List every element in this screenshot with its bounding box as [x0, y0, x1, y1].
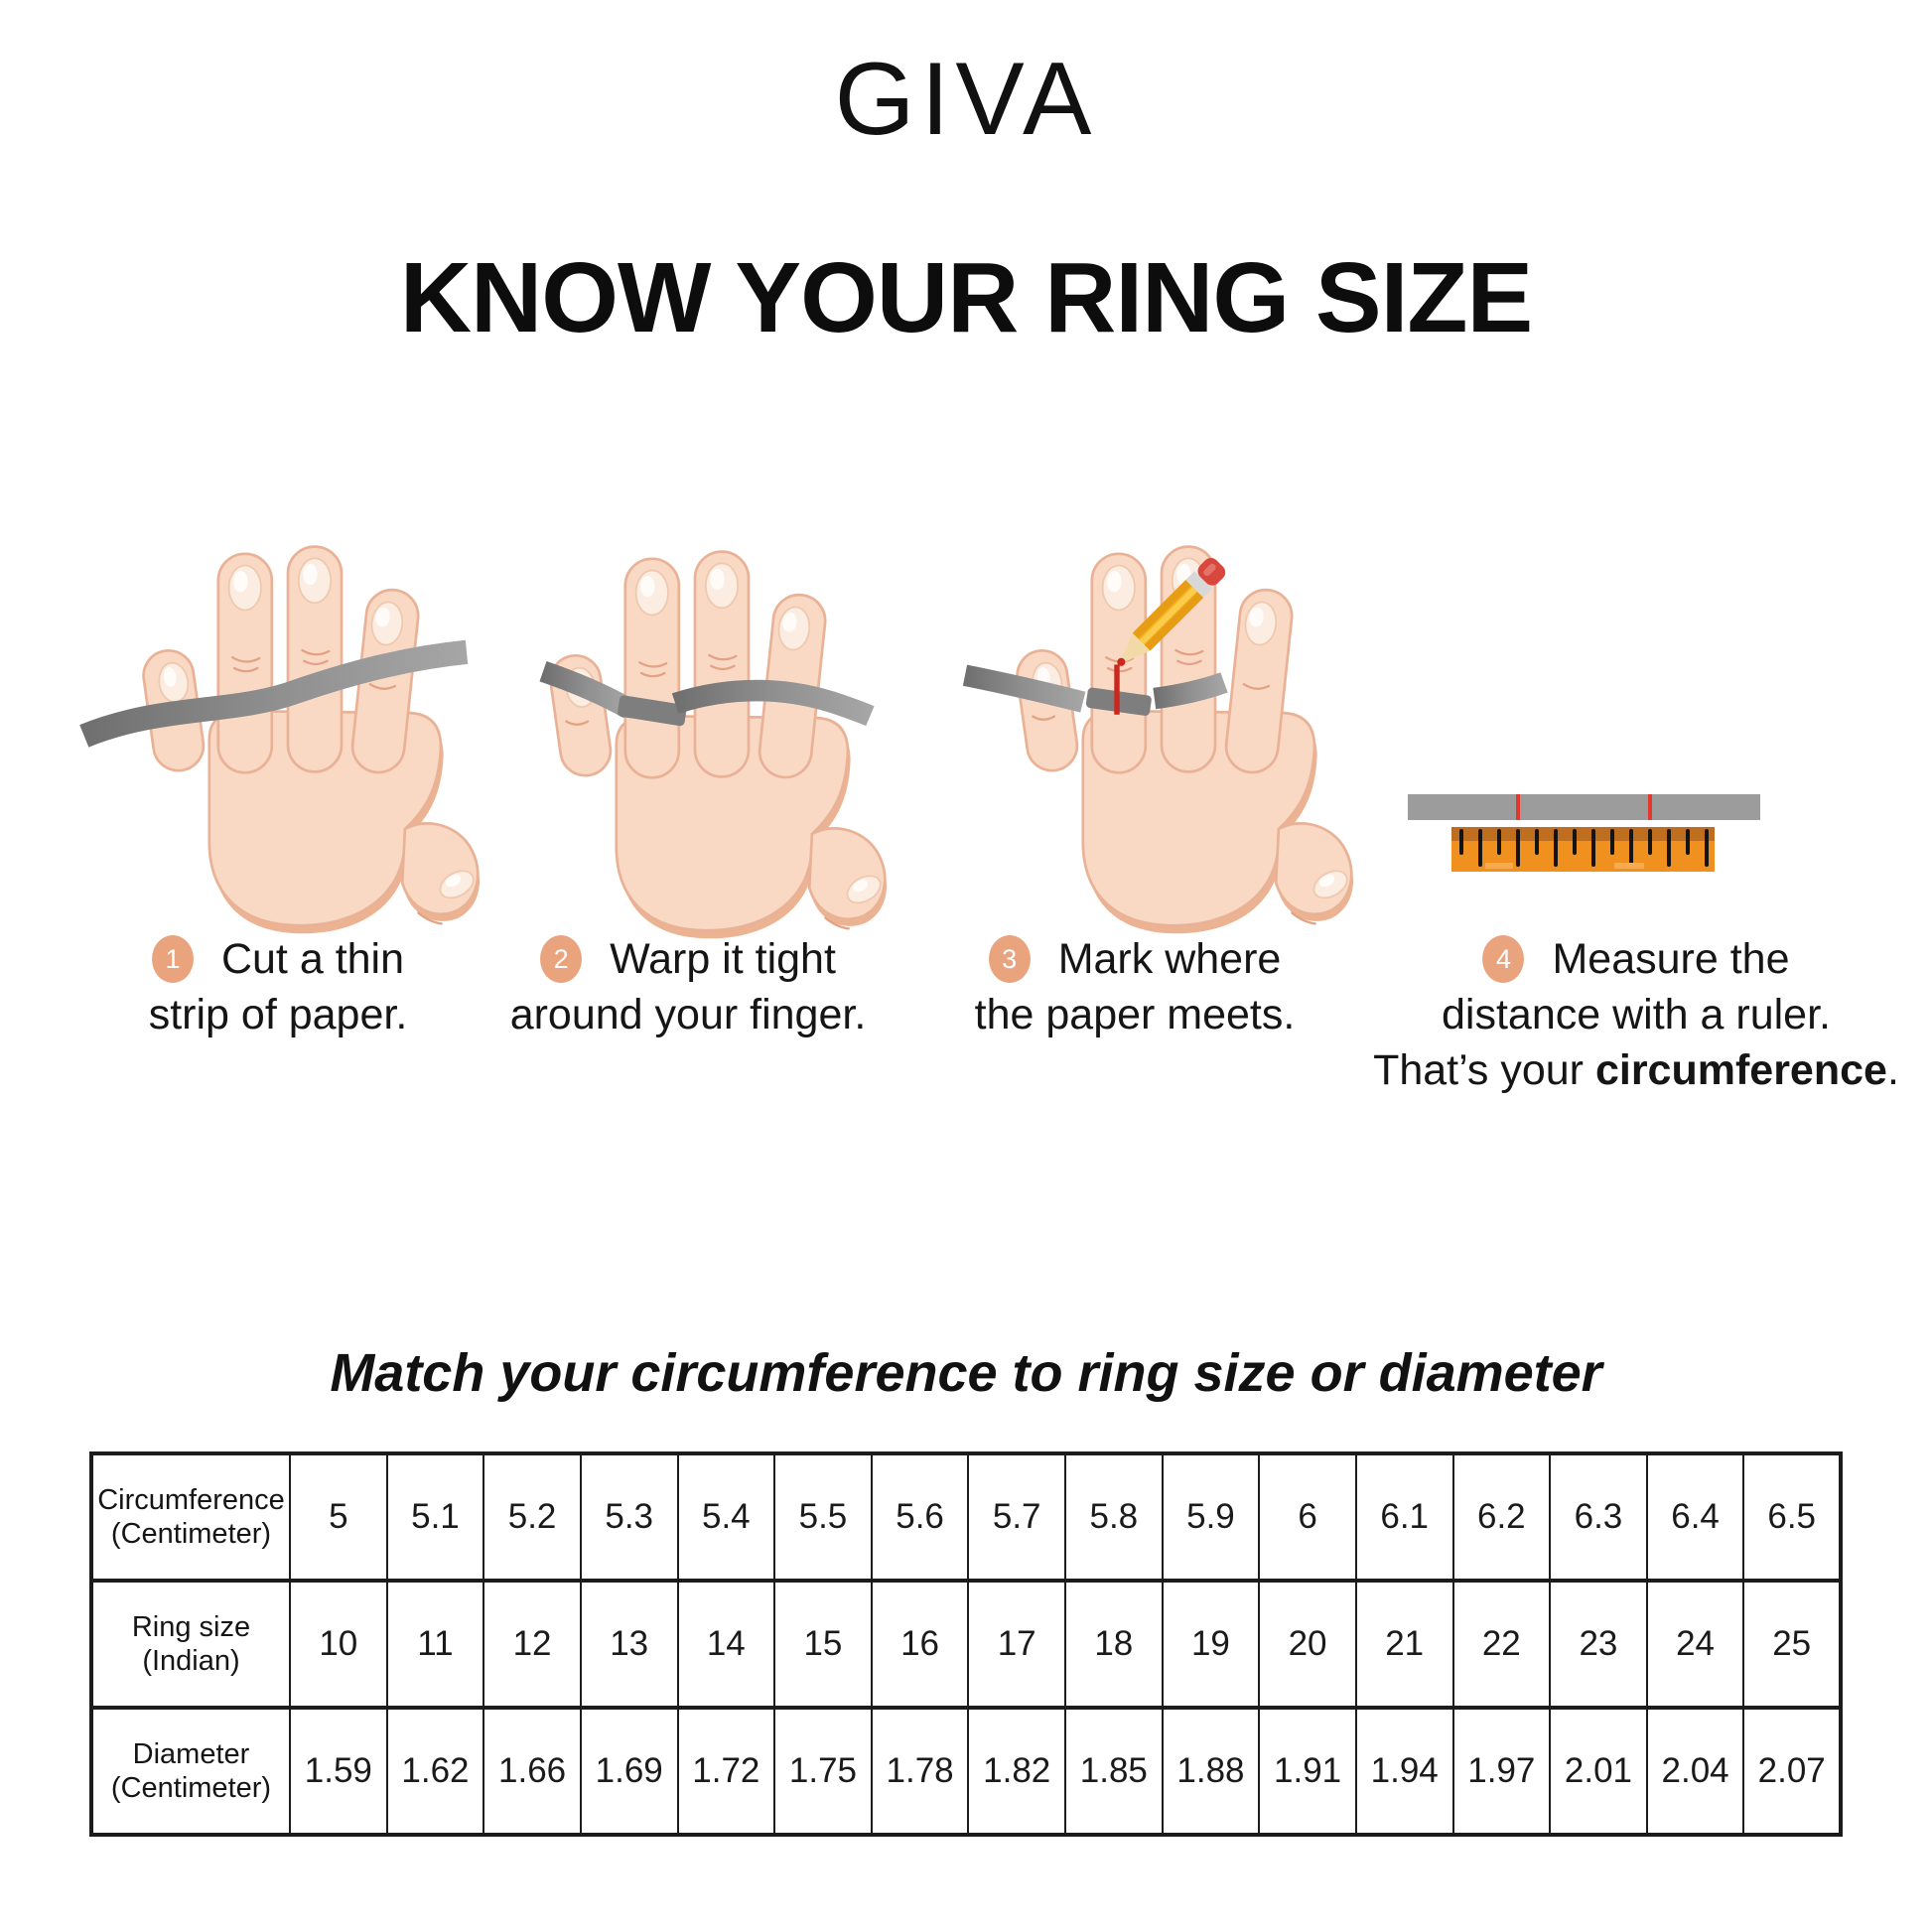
value-cell: 17: [967, 1579, 1066, 1709]
value-cell: 1.59: [289, 1706, 388, 1836]
value-cell: 10: [289, 1579, 388, 1709]
step-4-line-3: That’s your circumference.: [1373, 1046, 1899, 1094]
ring-size-table-body: Circumference (Centimeter) 5 5.1 5.2 5.3 5.4 5.…: [90, 1452, 1842, 1836]
value-cell: 22: [1451, 1579, 1552, 1709]
value-cell: 5.3: [579, 1452, 679, 1582]
value-cell: 5.7: [967, 1452, 1066, 1582]
value-cell: 1.78: [870, 1706, 970, 1836]
step-3-caption: 3 Mark where the paper meets.: [921, 931, 1348, 1042]
value-cell: 13: [579, 1579, 679, 1709]
value-cell: 25: [1742, 1579, 1842, 1709]
value-cell: 5.9: [1161, 1452, 1261, 1582]
value-cell: 18: [1064, 1579, 1164, 1709]
table-row: Diameter (Centimeter) 1.59 1.62 1.66 1.69 1.72…: [90, 1706, 1842, 1836]
value-cell: 5.5: [773, 1452, 873, 1582]
value-cell: 5.6: [870, 1452, 970, 1582]
step-1-line-2: strip of paper.: [148, 991, 408, 1038]
step-1-caption: 1 Cut a thin strip of paper.: [79, 931, 477, 1042]
hand-paper-strip-illustration: [79, 545, 482, 935]
ruler-icon: [1451, 827, 1715, 872]
value-cell: 6.1: [1354, 1452, 1454, 1582]
paper-strip: [1408, 794, 1760, 820]
row-label-cell: Ring size (Indian): [90, 1579, 291, 1709]
value-cell: 20: [1258, 1579, 1357, 1709]
value-cell: 15: [773, 1579, 873, 1709]
pencil-icon: [1117, 558, 1226, 666]
page-title: KNOW YOUR RING SIZE: [399, 242, 1533, 353]
value-cell: 11: [385, 1579, 485, 1709]
value-cell: 23: [1549, 1579, 1648, 1709]
step-3-line-2: the paper meets.: [974, 991, 1296, 1038]
value-cell: 5.2: [483, 1452, 582, 1582]
step-3-line-1: Mark where: [1057, 935, 1282, 983]
value-cell: 1.88: [1161, 1706, 1261, 1836]
value-cell: 1.82: [967, 1706, 1066, 1836]
step-1-line-1: Cut a thin: [220, 935, 405, 983]
value-cell: 6.3: [1549, 1452, 1648, 1582]
value-cell: 2.04: [1645, 1706, 1745, 1836]
step-3-badge: 3: [988, 935, 1031, 983]
value-cell: 1.62: [385, 1706, 485, 1836]
value-cell: 1.75: [773, 1706, 873, 1836]
ring-size-table: Circumference (Centimeter) 5 5.1 5.2 5.3 5.4 5.…: [89, 1451, 1843, 1837]
step-4-line-2: distance with a ruler.: [1442, 991, 1831, 1038]
step-2-caption: 2 Warp it tight around your finger.: [465, 931, 911, 1042]
table-row: Ring size (Indian) 10 11 12 13 14 15 16 17 18 19 20 2…: [90, 1579, 1842, 1709]
value-cell: 1.97: [1451, 1706, 1552, 1836]
step-1-badge: 1: [151, 935, 194, 983]
value-cell: 1.66: [483, 1706, 582, 1836]
hand-paper-wrap-illustration: [539, 550, 889, 940]
circumference-word: circumference: [1594, 1046, 1887, 1094]
value-cell: 14: [676, 1579, 776, 1709]
ruler-measure-illustration: [1408, 794, 1760, 872]
row-label-cell: Diameter (Centimeter): [90, 1706, 291, 1836]
step-4-line-1: Measure the: [1552, 935, 1790, 983]
red-mark: [1114, 664, 1120, 715]
value-cell: 6: [1258, 1452, 1357, 1582]
value-cell: 24: [1645, 1579, 1745, 1709]
value-cell: 6.2: [1451, 1452, 1552, 1582]
value-cell: 21: [1354, 1579, 1454, 1709]
value-cell: 1.85: [1064, 1706, 1164, 1836]
value-cell: 1.72: [676, 1706, 776, 1836]
step-2-line-1: Warp it tight: [610, 935, 836, 983]
table-title: Match your circumference to ring size or…: [330, 1343, 1602, 1403]
row-label-cell: Circumference (Centimeter): [90, 1452, 291, 1582]
step-2-line-2: around your finger.: [509, 991, 867, 1038]
value-cell: 1.69: [579, 1706, 679, 1836]
value-cell: 2.07: [1742, 1706, 1842, 1836]
value-cell: 16: [870, 1579, 970, 1709]
brand-logo: GIVA: [834, 42, 1098, 157]
value-cell: 6.5: [1742, 1452, 1842, 1582]
value-cell: 1.94: [1354, 1706, 1454, 1836]
value-cell: 12: [483, 1579, 582, 1709]
table-row: Circumference (Centimeter) 5 5.1 5.2 5.3 5.4 5.…: [90, 1452, 1842, 1582]
value-cell: 5.8: [1064, 1452, 1164, 1582]
value-cell: 5.4: [676, 1452, 776, 1582]
value-cell: 19: [1161, 1579, 1261, 1709]
step-2-badge: 2: [540, 935, 583, 983]
step-4-badge: 4: [1482, 935, 1525, 983]
hand-pencil-mark-illustration: [962, 545, 1355, 935]
value-cell: 6.4: [1645, 1452, 1745, 1582]
value-cell: 5.1: [385, 1452, 485, 1582]
value-cell: 1.91: [1258, 1706, 1357, 1836]
step-4-caption: 4 Measure the distance with a ruler. Tha…: [1358, 931, 1914, 1098]
value-cell: 2.01: [1549, 1706, 1648, 1836]
value-cell: 5: [289, 1452, 388, 1582]
